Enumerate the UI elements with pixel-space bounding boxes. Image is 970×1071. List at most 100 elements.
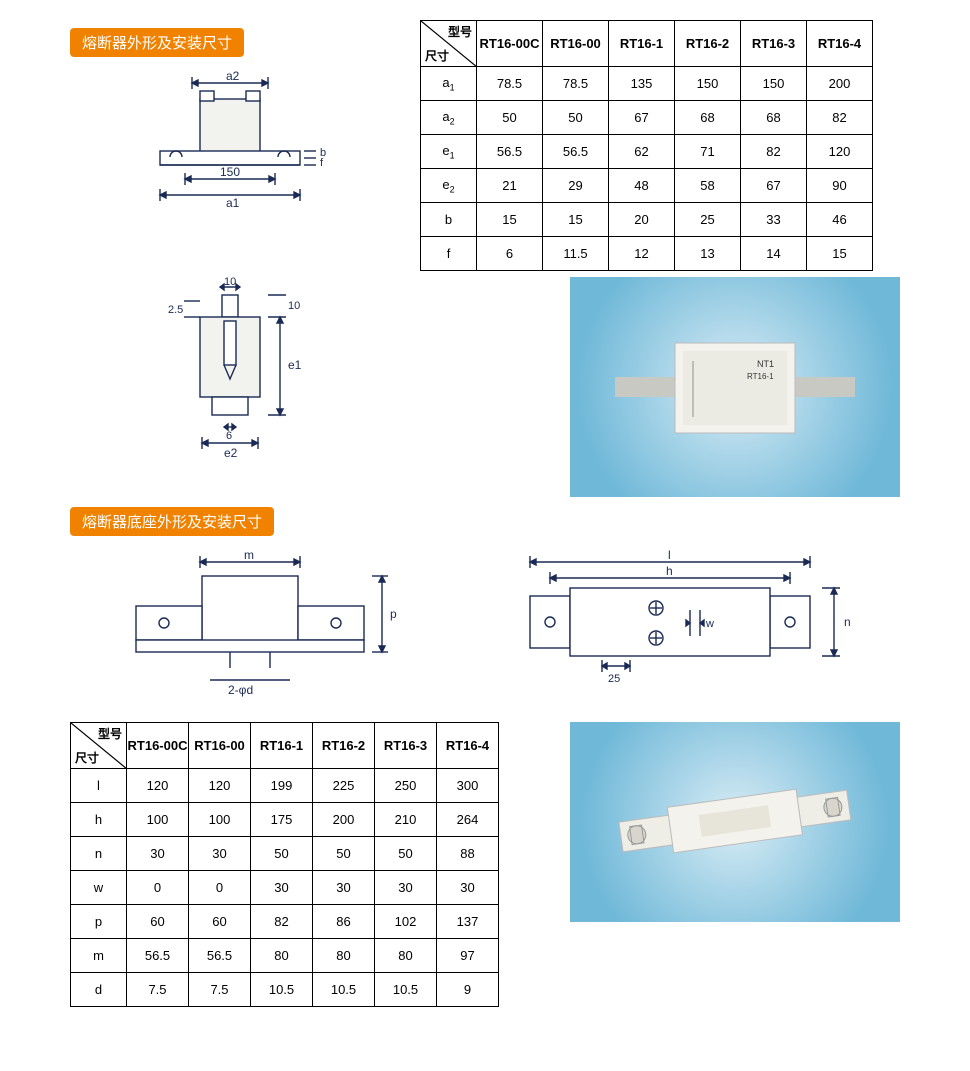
- row-header: b: [421, 203, 477, 237]
- row-header: f: [421, 237, 477, 271]
- svg-text:RT16-1: RT16-1: [747, 372, 774, 381]
- table-cell: 82: [807, 101, 873, 135]
- col-header: RT16-00C: [477, 21, 543, 67]
- table-cell: 56.5: [543, 135, 609, 169]
- table-cell: 30: [251, 871, 313, 905]
- table-cell: 0: [127, 871, 189, 905]
- row-header: a1: [421, 67, 477, 101]
- svg-text:25: 25: [608, 673, 620, 685]
- table-cell: 62: [609, 135, 675, 169]
- table-cell: 15: [477, 203, 543, 237]
- svg-text:a2: a2: [226, 69, 240, 83]
- table-cell: 250: [375, 769, 437, 803]
- table-cell: 9: [437, 973, 499, 1007]
- table-cell: 60: [189, 905, 251, 939]
- table-cell: 78.5: [543, 67, 609, 101]
- table-cell: 150: [675, 67, 741, 101]
- table-cell: 60: [127, 905, 189, 939]
- diagram-base-top: l h n w 25: [460, 548, 900, 698]
- table-cell: 6: [477, 237, 543, 271]
- svg-text:NT1: NT1: [757, 359, 774, 369]
- col-header: RT16-00C: [127, 723, 189, 769]
- table-cell: 46: [807, 203, 873, 237]
- table-cell: 10.5: [313, 973, 375, 1007]
- table-cell: 86: [313, 905, 375, 939]
- table-cell: 30: [437, 871, 499, 905]
- table-cell: 210: [375, 803, 437, 837]
- table-cell: 97: [437, 939, 499, 973]
- table-cell: 225: [313, 769, 375, 803]
- row-header: p: [71, 905, 127, 939]
- table-cell: 50: [477, 101, 543, 135]
- col-header: RT16-00: [543, 21, 609, 67]
- row-header: d: [71, 973, 127, 1007]
- table-cell: 264: [437, 803, 499, 837]
- product-photo-fuse: NT1 RT16-1: [570, 277, 900, 497]
- col-header: RT16-4: [437, 723, 499, 769]
- dimensions-table-2: 型号 尺寸 RT16-00CRT16-00RT16-1RT16-2RT16-3R…: [70, 722, 499, 1007]
- table-cell: 120: [127, 769, 189, 803]
- svg-text:6: 6: [226, 430, 232, 442]
- section2-title: 熔断器底座外形及安装尺寸: [70, 507, 274, 536]
- row-header: n: [71, 837, 127, 871]
- table-cell: 30: [375, 871, 437, 905]
- diagram-fuse-side: 10 10 2.5 e1 6 e2: [70, 277, 390, 467]
- table-cell: 200: [313, 803, 375, 837]
- table-cell: 82: [741, 135, 807, 169]
- table-corner: 型号 尺寸: [421, 21, 477, 67]
- table-cell: 137: [437, 905, 499, 939]
- svg-text:150: 150: [220, 165, 240, 179]
- svg-text:h: h: [666, 564, 673, 578]
- table-cell: 175: [251, 803, 313, 837]
- svg-text:2-φd: 2-φd: [228, 683, 253, 697]
- col-header: RT16-3: [375, 723, 437, 769]
- col-header: RT16-2: [675, 21, 741, 67]
- row-header: m: [71, 939, 127, 973]
- table-cell: 67: [741, 169, 807, 203]
- table-cell: 48: [609, 169, 675, 203]
- col-header: RT16-1: [251, 723, 313, 769]
- table-cell: 50: [313, 837, 375, 871]
- table-cell: 25: [675, 203, 741, 237]
- table-corner: 型号 尺寸: [71, 723, 127, 769]
- table-cell: 102: [375, 905, 437, 939]
- table-cell: 56.5: [189, 939, 251, 973]
- svg-text:10: 10: [224, 277, 236, 288]
- table-cell: 15: [543, 203, 609, 237]
- table-cell: 7.5: [189, 973, 251, 1007]
- table-cell: 50: [251, 837, 313, 871]
- table-cell: 200: [807, 67, 873, 101]
- table-cell: 58: [675, 169, 741, 203]
- table-cell: 15: [807, 237, 873, 271]
- table-cell: 50: [375, 837, 437, 871]
- table-cell: 88: [437, 837, 499, 871]
- row-header: h: [71, 803, 127, 837]
- table-cell: 82: [251, 905, 313, 939]
- svg-text:m: m: [244, 548, 254, 562]
- svg-text:10: 10: [288, 300, 300, 312]
- col-header: RT16-00: [189, 723, 251, 769]
- svg-text:w: w: [705, 618, 714, 630]
- table-cell: 30: [189, 837, 251, 871]
- table-cell: 11.5: [543, 237, 609, 271]
- table-cell: 50: [543, 101, 609, 135]
- row-header: l: [71, 769, 127, 803]
- table-cell: 120: [189, 769, 251, 803]
- svg-text:e2: e2: [224, 446, 238, 460]
- table-cell: 80: [375, 939, 437, 973]
- table-cell: 100: [189, 803, 251, 837]
- table-cell: 120: [807, 135, 873, 169]
- diagram-base-front: m p 2-φd: [70, 548, 430, 708]
- table-cell: 135: [609, 67, 675, 101]
- table-cell: 68: [741, 101, 807, 135]
- table-cell: 56.5: [127, 939, 189, 973]
- table-cell: 68: [675, 101, 741, 135]
- dimensions-table-1: 型号 尺寸 RT16-00CRT16-00RT16-1RT16-2RT16-3R…: [420, 20, 873, 271]
- table-cell: 33: [741, 203, 807, 237]
- svg-text:a1: a1: [226, 196, 240, 210]
- col-header: RT16-2: [313, 723, 375, 769]
- table-cell: 150: [741, 67, 807, 101]
- col-header: RT16-4: [807, 21, 873, 67]
- table-cell: 21: [477, 169, 543, 203]
- table-cell: 30: [127, 837, 189, 871]
